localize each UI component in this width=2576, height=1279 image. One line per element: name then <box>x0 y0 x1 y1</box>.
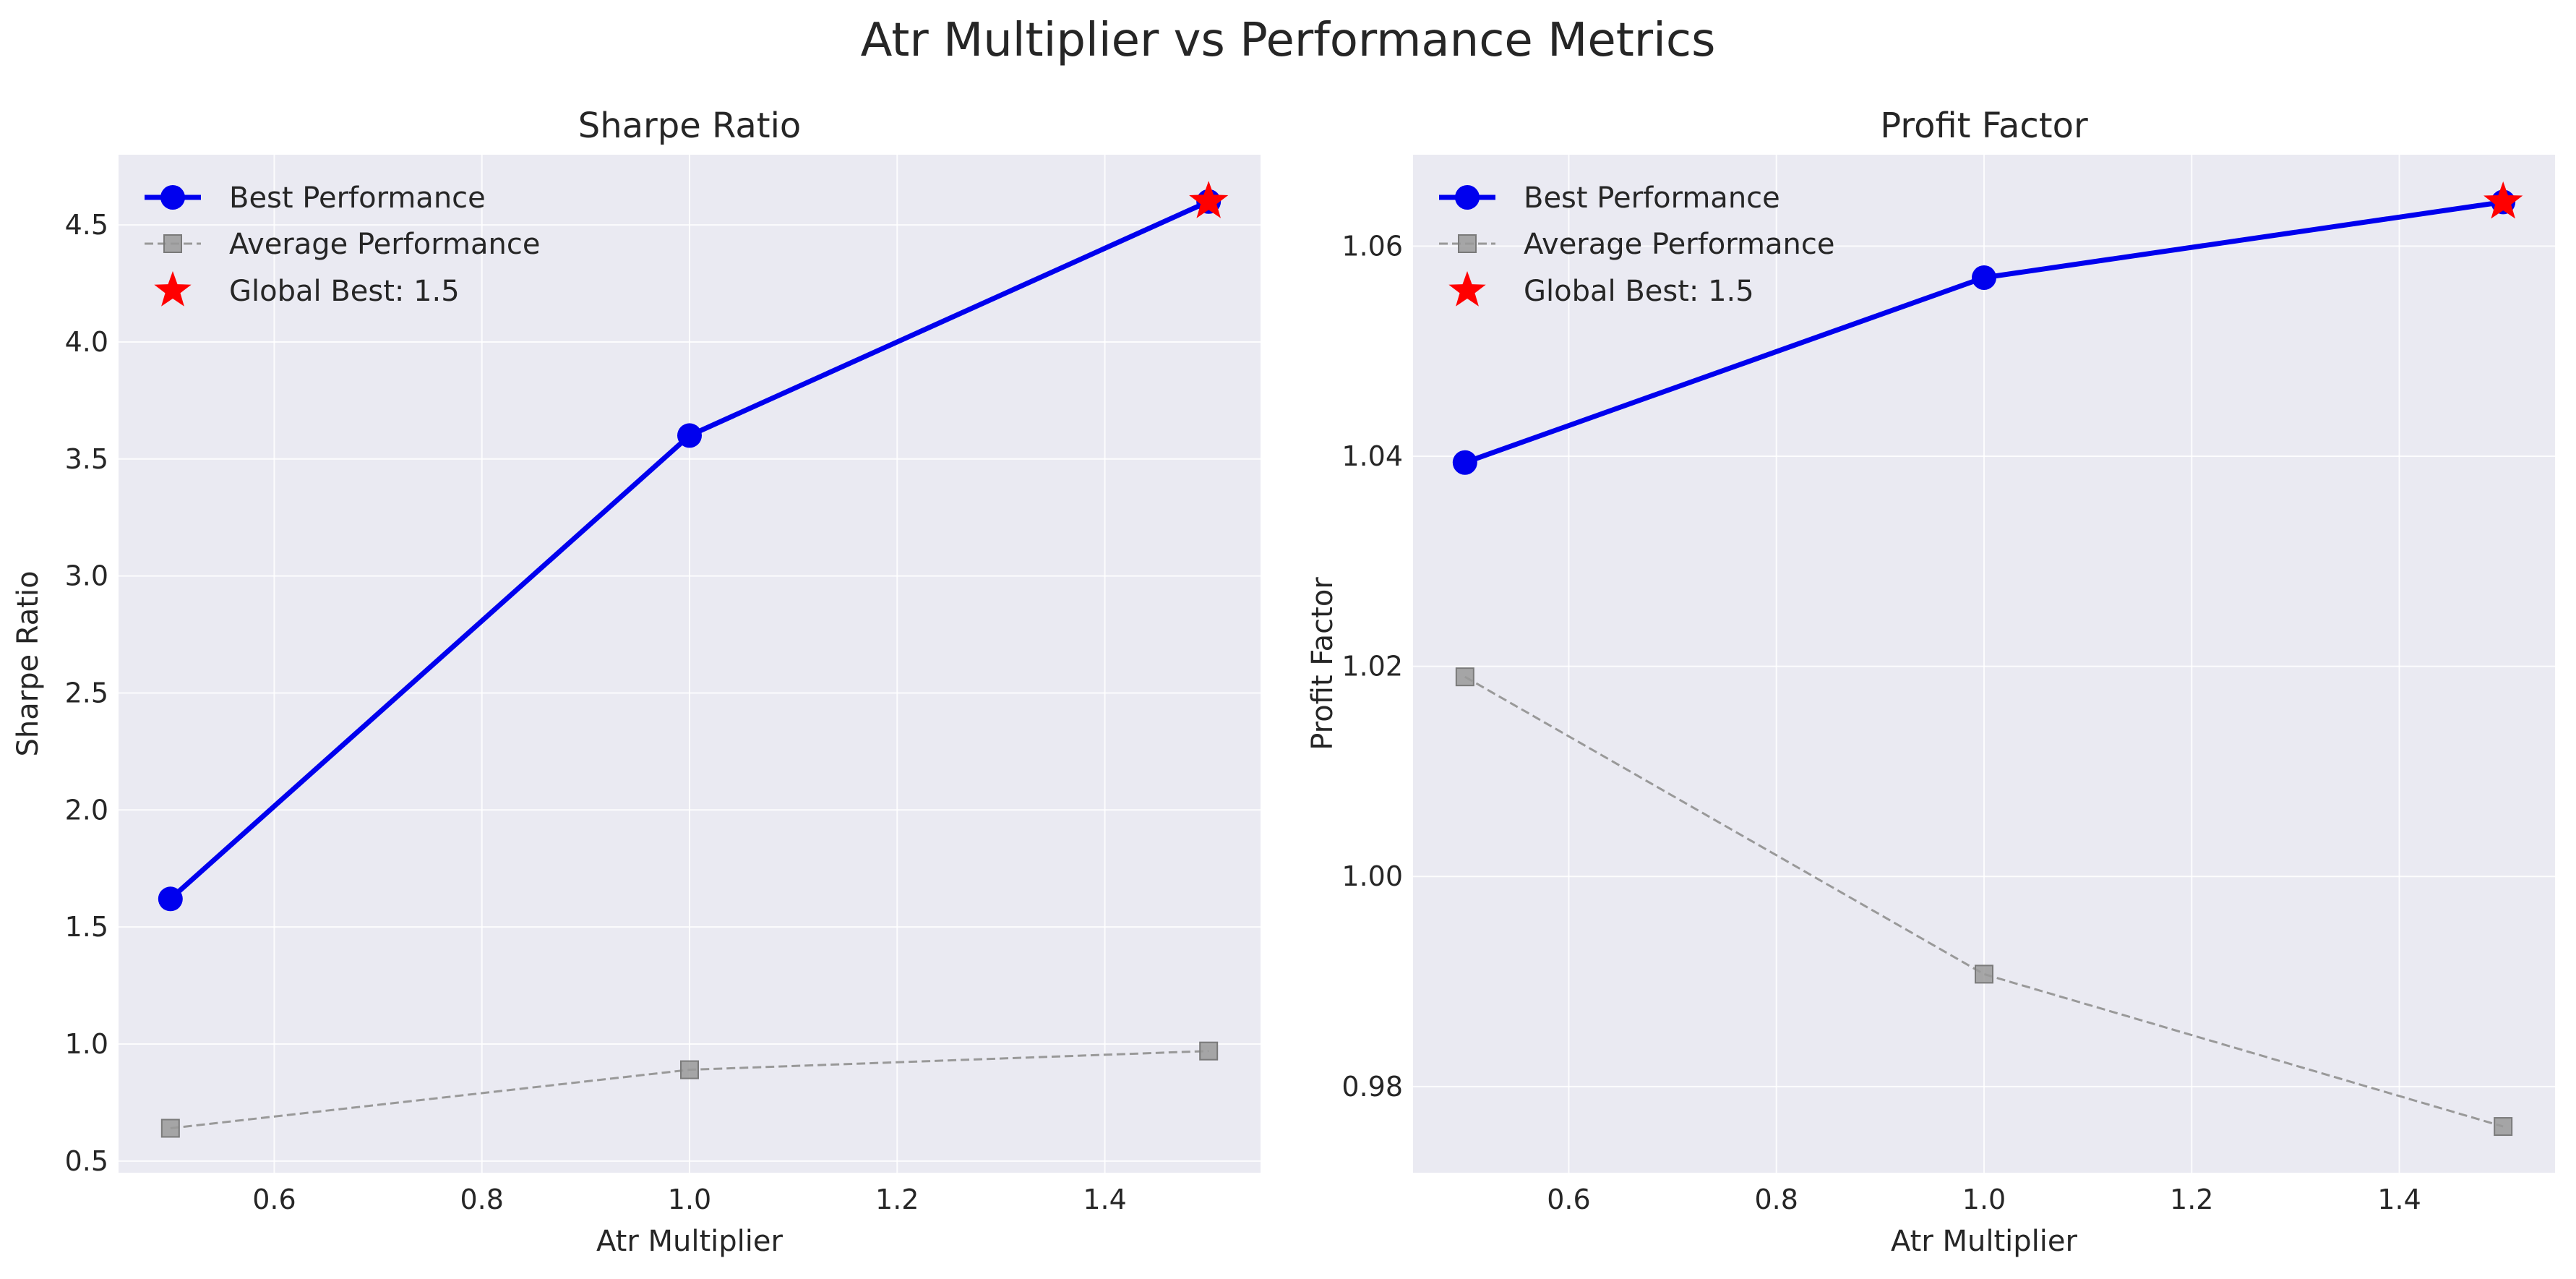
x-tick-label: 0.6 <box>252 1184 296 1215</box>
y-tick-label: 0.98 <box>1341 1071 1403 1103</box>
average-performance-marker <box>160 1118 180 1138</box>
best-performance-marker <box>1452 450 1477 475</box>
x-axis-label: Atr Multiplier <box>596 1225 783 1258</box>
y-tick-label: 1.02 <box>1341 651 1403 683</box>
legend-average-label: Average Performance <box>229 228 540 261</box>
legend-global-best-label: Global Best: 1.5 <box>1524 275 1754 308</box>
y-tick-label: 3.0 <box>65 560 108 592</box>
x-tick-label: 0.6 <box>1547 1184 1590 1215</box>
legend-average-marker <box>163 234 182 253</box>
x-tick-label: 0.8 <box>1755 1184 1798 1215</box>
legend-average-marker <box>1458 234 1477 253</box>
legend-best-label: Best Performance <box>229 181 486 215</box>
legend-best-marker <box>160 185 185 210</box>
x-tick-label: 0.8 <box>460 1184 504 1215</box>
y-tick-label: 2.0 <box>65 794 108 826</box>
figure-suptitle: Atr Multiplier vs Performance Metrics <box>861 14 1716 67</box>
average-performance-marker <box>1455 667 1474 687</box>
legend-average-label: Average Performance <box>1524 228 1834 261</box>
subplot-title: Sharpe Ratio <box>578 106 802 146</box>
legend-best-label: Best Performance <box>1524 181 1780 215</box>
average-performance-line <box>1464 675 2504 1128</box>
average-performance-marker <box>2494 1117 2513 1137</box>
legend-best-marker <box>1455 185 1480 210</box>
average-performance-marker <box>680 1060 699 1079</box>
average-performance-marker <box>1199 1041 1219 1061</box>
best-performance-marker <box>677 423 702 448</box>
x-tick-label: 1.4 <box>1083 1184 1126 1215</box>
x-tick-label: 1.2 <box>875 1184 919 1215</box>
best-performance-marker <box>158 886 183 912</box>
y-tick-label: 1.06 <box>1341 230 1403 262</box>
y-axis-label: Profit Factor <box>1306 577 1339 750</box>
profit-factor-subplot: 0.6 0.8 1.0 1.2 1.4 0.98 1.00 1.02 1.04 1.06 Profi… <box>1306 106 2555 1258</box>
global-best-star-marker <box>2483 181 2523 219</box>
sharpe-ratio-subplot: 0.6 0.8 1.0 1.2 1.4 0.5 1.0 1.5 2.0 2.5 3.0 3.5 4.0 4… <box>12 106 1261 1258</box>
y-tick-label: 1.04 <box>1341 440 1403 472</box>
legend-global-best-label: Global Best: 1.5 <box>229 275 460 308</box>
subplot-title: Profit Factor <box>1880 106 2088 146</box>
global-best-star-marker <box>1189 181 1229 218</box>
x-tick-label: 1.0 <box>668 1184 711 1215</box>
y-axis-label: Sharpe Ratio <box>12 570 45 756</box>
legend-global-best-star-icon <box>1448 271 1486 307</box>
x-tick-label: 1.4 <box>2377 1184 2421 1215</box>
legend-global-best-star-icon <box>154 271 192 307</box>
x-axis-label: Atr Multiplier <box>1891 1225 2078 1258</box>
x-tick-label: 1.0 <box>1962 1184 2006 1215</box>
y-tick-label: 4.0 <box>65 326 108 358</box>
y-tick-label: 3.5 <box>65 443 108 475</box>
y-tick-label: 1.5 <box>65 911 108 943</box>
y-tick-label: 1.00 <box>1341 860 1403 892</box>
y-tick-label: 0.5 <box>65 1145 108 1177</box>
average-performance-marker <box>1975 964 1993 984</box>
y-tick-label: 2.5 <box>65 677 108 709</box>
y-tick-label: 1.0 <box>65 1028 108 1060</box>
best-performance-marker <box>1972 265 1996 291</box>
x-tick-label: 1.2 <box>2170 1184 2213 1215</box>
y-tick-label: 4.5 <box>65 209 108 241</box>
